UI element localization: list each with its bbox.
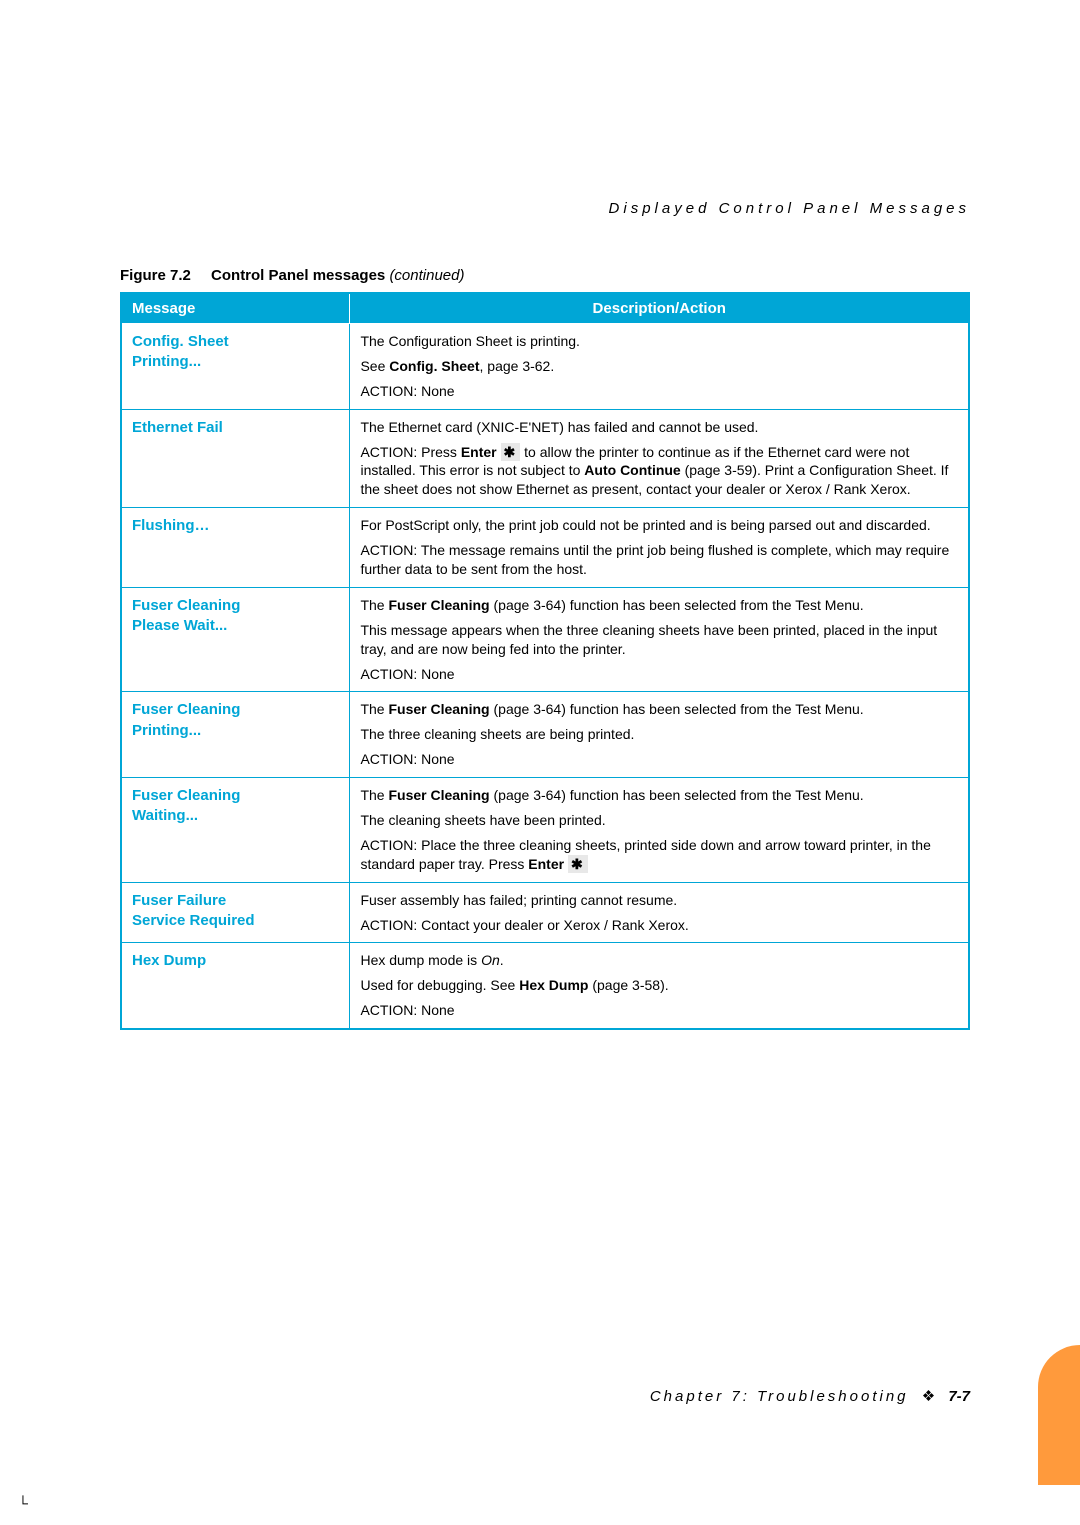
table-row: Hex Dump Hex dump mode is On. Used for d… [121,943,969,1029]
table-row: Fuser Cleaning Please Wait... The Fuser … [121,587,969,692]
message-cell: Fuser Cleaning Please Wait... [121,587,350,692]
section-tab [1038,1345,1080,1485]
page-footer: Chapter 7: Troubleshooting ❖ 7-7 [650,1387,970,1405]
table-row: Ethernet Fail The Ethernet card (XNIC-E'… [121,409,969,508]
message-cell: Fuser Cleaning Printing... [121,692,350,778]
message-cell: Hex Dump [121,943,350,1029]
enter-key-icon: ✱ [568,855,588,873]
table-row: Flushing… For PostScript only, the print… [121,508,969,588]
description-cell: Fuser assembly has failed; printing cann… [350,882,969,943]
description-cell: The Configuration Sheet is printing. See… [350,324,969,410]
description-cell: Hex dump mode is On. Used for debugging.… [350,943,969,1029]
table-row: Fuser Cleaning Waiting... The Fuser Clea… [121,778,969,883]
figure-title: Control Panel messages (continued) [211,267,464,284]
crop-mark-icon: └ [18,1495,28,1511]
description-cell: The Ethernet card (XNIC-E'NET) has faile… [350,409,969,508]
diamond-icon: ❖ [922,1388,935,1405]
description-cell: The Fuser Cleaning (page 3-64) function … [350,587,969,692]
description-cell: For PostScript only, the print job could… [350,508,969,588]
page-header: Displayed Control Panel Messages [120,200,970,217]
table-row: Fuser Cleaning Printing... The Fuser Cle… [121,692,969,778]
col-header-description: Description/Action [350,293,969,324]
table-header-row: Message Description/Action [121,293,969,324]
message-cell: Flushing… [121,508,350,588]
figure-number: Figure 7.2 [120,267,191,284]
message-cell: Ethernet Fail [121,409,350,508]
message-cell: Config. Sheet Printing... [121,324,350,410]
table-row: Fuser Failure Service Required Fuser ass… [121,882,969,943]
chapter-label: Chapter 7: Troubleshooting [650,1388,909,1405]
description-cell: The Fuser Cleaning (page 3-64) function … [350,692,969,778]
figure-caption: Figure 7.2 Control Panel messages (conti… [120,267,970,284]
continued-label: (continued) [389,267,464,284]
message-cell: Fuser Failure Service Required [121,882,350,943]
enter-key-icon: ✱ [501,443,521,461]
page-number: 7-7 [948,1388,970,1405]
description-cell: The Fuser Cleaning (page 3-64) function … [350,778,969,883]
col-header-message: Message [121,293,350,324]
message-cell: Fuser Cleaning Waiting... [121,778,350,883]
messages-table: Message Description/Action Config. Sheet… [120,292,970,1030]
table-row: Config. Sheet Printing... The Configurat… [121,324,969,410]
